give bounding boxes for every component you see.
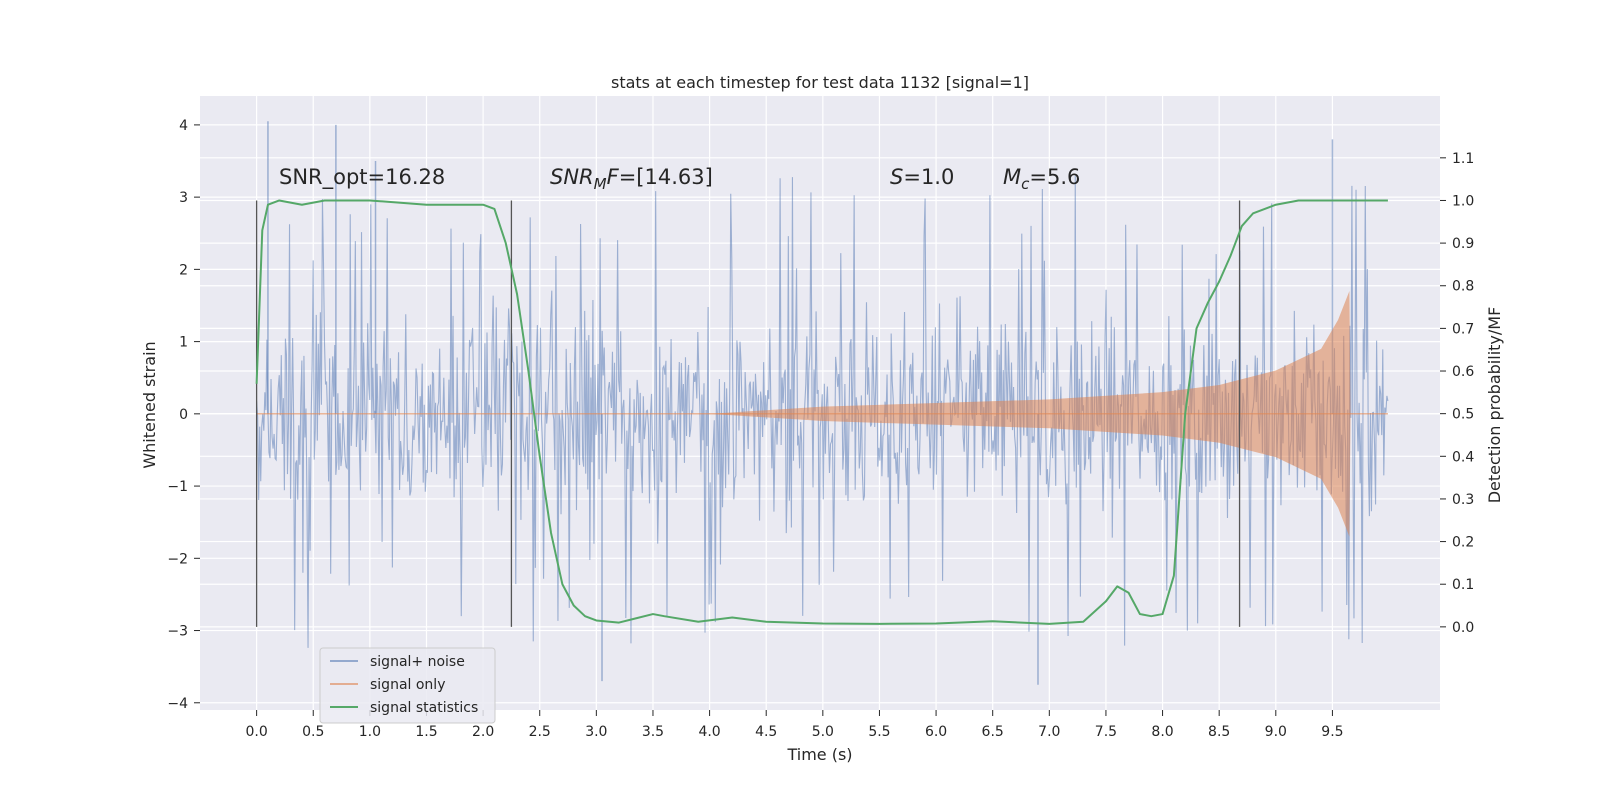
annotation-snr-opt: SNR_opt=16.28: [279, 165, 445, 190]
legend: signal+ noise signal only signal statist…: [319, 647, 496, 724]
annotation-mc-sub: c: [1021, 175, 1030, 193]
x-tick-label: 3.0: [585, 724, 607, 740]
x-tick-label: 2.5: [529, 724, 551, 740]
y-right-tick-label: 1.1: [1452, 151, 1474, 167]
x-tick-label: 8.5: [1208, 724, 1230, 740]
y-left-tick-label: 3: [179, 190, 188, 206]
x-tick-label: 6.0: [925, 724, 947, 740]
y-right-tick-label: 0.6: [1452, 364, 1474, 380]
y-right-tick-label: 0.5: [1452, 407, 1474, 423]
x-tick-label: 0.0: [245, 724, 267, 740]
y-right-tick-label: 0.7: [1452, 321, 1474, 337]
y-right-ticks: 1.1 1.0 0.9 0.8 0.7 0.6 0.5 0.4 0.3 0.2 0.1 0.0: [1440, 151, 1474, 636]
legend-label-signal-noise: signal+ noise: [370, 654, 465, 670]
y-left-ticks: 4 3 2 1 0 −1 −2 −3 −4: [167, 118, 200, 712]
signal-noise-line: [256, 175, 1389, 648]
annotation-mc: Mc=5.6: [1003, 165, 1080, 193]
x-tick-label: 3.5: [642, 724, 664, 740]
y-right-tick-label: 0.2: [1452, 535, 1474, 551]
x-tick-label: 5.5: [868, 724, 890, 740]
annotation-snr-mf-f: F: [607, 165, 620, 189]
y-left-tick-label: 1: [179, 335, 188, 351]
x-tick-label: 1.5: [415, 724, 437, 740]
y-left-axis-label: Whitened strain: [140, 341, 159, 468]
y-right-tick-label: 0.4: [1452, 449, 1474, 465]
y-right-tick-label: 1.0: [1452, 193, 1474, 209]
x-tick-label: 1.0: [359, 724, 381, 740]
chart-title: stats at each timestep for test data 113…: [611, 73, 1029, 92]
annotation-snr-mf-sub: M: [594, 175, 607, 193]
signal-statistics-line: [255, 199, 1388, 625]
annotation-mc-value: =5.6: [1029, 165, 1080, 189]
annotation-s-value: =1.0: [903, 165, 954, 189]
y-left-tick-label: −4: [167, 696, 188, 712]
x-ticks: 0.0 0.5 1.0 1.5 2.0 2.5 3.0 3.5 4.0 4.5 5.0 5.5 6.0 6…: [245, 710, 1344, 740]
annotation-snr-mf-value: =[14.63]: [619, 165, 713, 189]
x-tick-label: 5.0: [812, 724, 834, 740]
y-right-tick-label: 0.1: [1452, 577, 1474, 593]
x-tick-label: 4.0: [698, 724, 720, 740]
legend-label-signal-statistics: signal statistics: [370, 700, 478, 716]
annotation-snr-mf: SNRMF=[14.63]: [550, 165, 713, 193]
legend-box: [319, 647, 496, 724]
y-right-tick-label: 0.8: [1452, 279, 1474, 295]
x-tick-label: 4.5: [755, 724, 777, 740]
x-tick-label: 8.0: [1151, 724, 1173, 740]
y-left-tick-label: −2: [167, 551, 188, 567]
y-left-tick-label: 2: [179, 262, 188, 278]
x-tick-label: 6.5: [982, 724, 1004, 740]
x-tick-label: 2.0: [472, 724, 494, 740]
annotation-snr-mf-main: SNR: [550, 165, 594, 189]
y-left-tick-label: 0: [179, 407, 188, 423]
y-right-tick-label: 0.3: [1452, 492, 1474, 508]
x-tick-label: 7.5: [1095, 724, 1117, 740]
y-left-tick-label: −1: [167, 479, 188, 495]
legend-label-signal-only: signal only: [370, 677, 445, 693]
annotation-s-var: S: [890, 165, 903, 189]
x-tick-label: 0.5: [302, 724, 324, 740]
series-signal-only: [256, 291, 1388, 537]
y-right-axis-label: Detection probability/MF: [1485, 307, 1504, 504]
x-tick-label: 7.0: [1038, 724, 1060, 740]
y-left-tick-label: 4: [179, 118, 188, 134]
x-tick-label: 9.0: [1265, 724, 1287, 740]
y-left-tick-label: −3: [167, 624, 188, 640]
series-signal-statistics: [255, 199, 1388, 625]
x-tick-label: 9.5: [1321, 724, 1343, 740]
y-right-tick-label: 0.0: [1452, 620, 1474, 636]
annotation-s: S=1.0: [890, 165, 954, 189]
annotation-mc-var: M: [1003, 165, 1021, 189]
x-axis-label: Time (s): [786, 745, 852, 764]
y-right-tick-label: 0.9: [1452, 236, 1474, 252]
series-signal-noise: [256, 121, 1389, 685]
